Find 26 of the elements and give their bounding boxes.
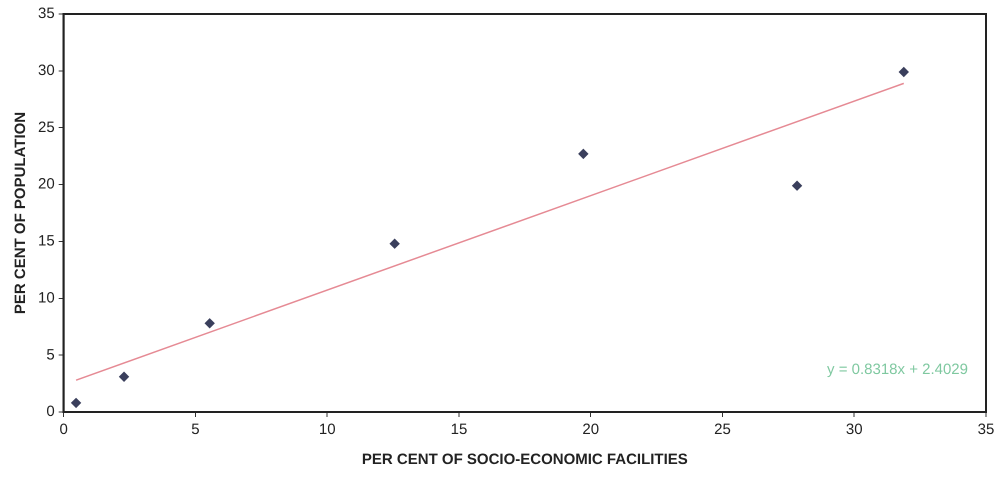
- x-tick-label: 25: [714, 421, 731, 438]
- x-axis-title: PER CENT OF SOCIO-ECONOMIC FACILITIES: [362, 451, 688, 468]
- x-tick-label: 5: [191, 421, 200, 438]
- point: [898, 66, 909, 77]
- point: [204, 318, 215, 328]
- point: [578, 148, 588, 159]
- point: [71, 398, 82, 408]
- annotation: y = 0.8318x + 2.4029: [827, 361, 968, 378]
- x-tick-label: 30: [846, 421, 863, 438]
- x-tick-label: 10: [318, 421, 336, 438]
- y-tick-label: 25: [38, 118, 55, 136]
- point: [119, 372, 130, 382]
- y-tick-label: 35: [38, 5, 55, 22]
- y-axis-title: PER CENT OF POPULATION: [12, 112, 30, 314]
- y-tick-label: 30: [38, 62, 55, 79]
- x-tick-label: 35: [978, 421, 994, 438]
- x-tick-label: 20: [582, 421, 600, 438]
- x-tick-label: 15: [450, 421, 468, 438]
- y-tick-label: 5: [46, 346, 55, 364]
- y-tick-label: 15: [38, 232, 55, 250]
- y-tick-label: 10: [38, 289, 55, 306]
- x-tick-label: 0: [60, 421, 68, 438]
- point: [792, 180, 802, 191]
- point: [390, 238, 400, 249]
- y-tick-label: 20: [38, 176, 55, 193]
- y-tick-label: 0: [46, 403, 55, 420]
